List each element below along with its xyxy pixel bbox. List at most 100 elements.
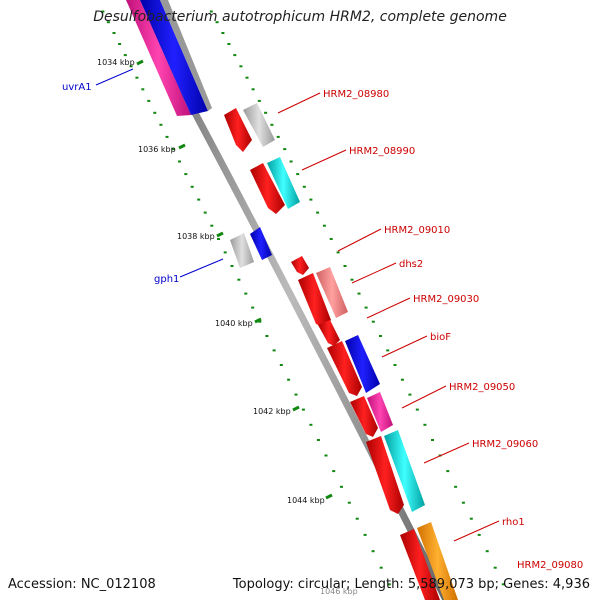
scale-dot [357, 292, 361, 295]
kbp-label-1038: 1038 kbp [177, 232, 215, 241]
scale-dot [461, 501, 465, 504]
kbp-label-1034: 1034 kbp [97, 58, 135, 67]
scale-dot [316, 439, 320, 441]
scale-dot [190, 185, 194, 188]
scale-dot [379, 566, 383, 569]
scale-dot [302, 185, 306, 188]
gene-label-gph1[interactable]: gph1 [154, 274, 179, 285]
scale-dot [301, 408, 305, 411]
scale-dot [387, 583, 391, 586]
scale-dot [415, 408, 419, 411]
gene-label-hrm2-08990[interactable]: HRM2_08990 [349, 146, 415, 157]
scale-dot [289, 160, 293, 163]
scale-dot [336, 251, 340, 254]
scale-dot [147, 99, 151, 102]
gene-label-dhs2[interactable]: dhs2 [399, 259, 423, 270]
scale-dot [485, 550, 489, 553]
scale-dot [264, 111, 268, 114]
scale-dot [322, 224, 326, 227]
scale-dot [215, 21, 219, 24]
scale-dot [237, 278, 241, 281]
gene-label-hrm2-09080[interactable]: HRM2_09080 [517, 560, 583, 571]
scale-dot [203, 211, 207, 214]
accession-text: Accession: NC_012108 [8, 577, 156, 592]
scale-dot [332, 470, 336, 473]
scale-dot [371, 320, 375, 323]
scale-dot [159, 123, 163, 126]
scale-dot [386, 349, 390, 352]
scale-dot [210, 224, 214, 227]
scale-dot [324, 454, 328, 457]
scale-dot [244, 292, 248, 295]
gene-labels: uvrA1 HRM2_08980 HRM2_08990 gph1 HRM2_09… [62, 82, 583, 571]
scale-dot [272, 349, 276, 352]
scale-dot [209, 10, 213, 13]
scale-dot [239, 65, 243, 68]
scale-dot [350, 278, 354, 281]
scale-dot [141, 88, 145, 91]
gene-label-hrm2-08980[interactable]: HRM2_08980 [323, 89, 389, 100]
scale-dot [123, 54, 127, 57]
scale-dot [101, 10, 105, 13]
label-callouts [95, 68, 500, 542]
scale-dot [408, 393, 412, 396]
scale-dot [106, 21, 110, 24]
scale-dot [343, 265, 347, 267]
scale-dot [265, 335, 269, 337]
scale-dot [294, 393, 298, 396]
scale-dot [197, 198, 201, 201]
gene-label-hrm2-09060[interactable]: HRM2_09060 [472, 439, 538, 450]
cog-ring-top [126, 0, 212, 116]
scale-dot [454, 485, 458, 488]
gene-label-bioF[interactable]: bioF [430, 332, 451, 343]
scale-dot [287, 378, 291, 381]
scale-dot [129, 65, 133, 68]
scale-dot [184, 173, 188, 176]
scale-dot [296, 173, 300, 176]
scale-dot [276, 135, 280, 138]
kbp-scale-dots [101, 10, 505, 586]
scale-dot [233, 54, 237, 57]
scale-dot [258, 320, 262, 323]
scale-dot [257, 99, 261, 102]
scale-dot [230, 265, 234, 267]
kbp-label-1036: 1036 kbp [138, 145, 176, 154]
scale-dot [223, 251, 227, 254]
gene-label-uvrA1[interactable]: uvrA1 [62, 82, 92, 93]
minus-strand-genes [230, 227, 272, 268]
scale-dot [153, 111, 157, 114]
scale-dot [270, 123, 274, 126]
scale-dot [251, 306, 255, 309]
scale-dot [329, 238, 333, 240]
gene-label-hrm2-09030[interactable]: HRM2_09030 [413, 294, 479, 305]
scale-dot [431, 439, 434, 441]
scale-dot [477, 533, 481, 536]
scale-dot [501, 583, 505, 586]
kbp-label-1042: 1042 kbp [253, 407, 291, 416]
scale-dot [165, 135, 169, 138]
scale-dot [135, 76, 139, 79]
gene-label-rho1[interactable]: rho1 [502, 517, 525, 528]
scale-dot [423, 423, 427, 426]
scale-dot [283, 148, 287, 151]
scale-dot [245, 76, 249, 79]
map-title: Desulfobacterium autotrophicum HRM2, com… [93, 9, 507, 25]
scale-dot [363, 533, 367, 536]
scale-dot [347, 501, 351, 504]
scale-dot [379, 335, 382, 337]
kbp-tick-labels: 1034 kbp 1036 kbp 1038 kbp 1040 kbp 1042… [97, 58, 358, 596]
scale-dot [309, 198, 313, 201]
scale-dot [446, 470, 450, 473]
scale-dot [118, 43, 122, 45]
gene-label-hrm2-09050[interactable]: HRM2_09050 [449, 382, 515, 393]
gene-label-hrm2-09010[interactable]: HRM2_09010 [384, 225, 450, 236]
scale-dot [371, 550, 375, 553]
genome-summary-text: Topology: circular; Length: 5,589,073 bp… [232, 577, 590, 592]
scale-dot [217, 238, 220, 240]
scale-dot [393, 364, 397, 366]
scale-dot [178, 160, 181, 163]
scale-dot [171, 148, 175, 151]
scale-dot [227, 43, 231, 45]
scale-dot [316, 211, 320, 214]
